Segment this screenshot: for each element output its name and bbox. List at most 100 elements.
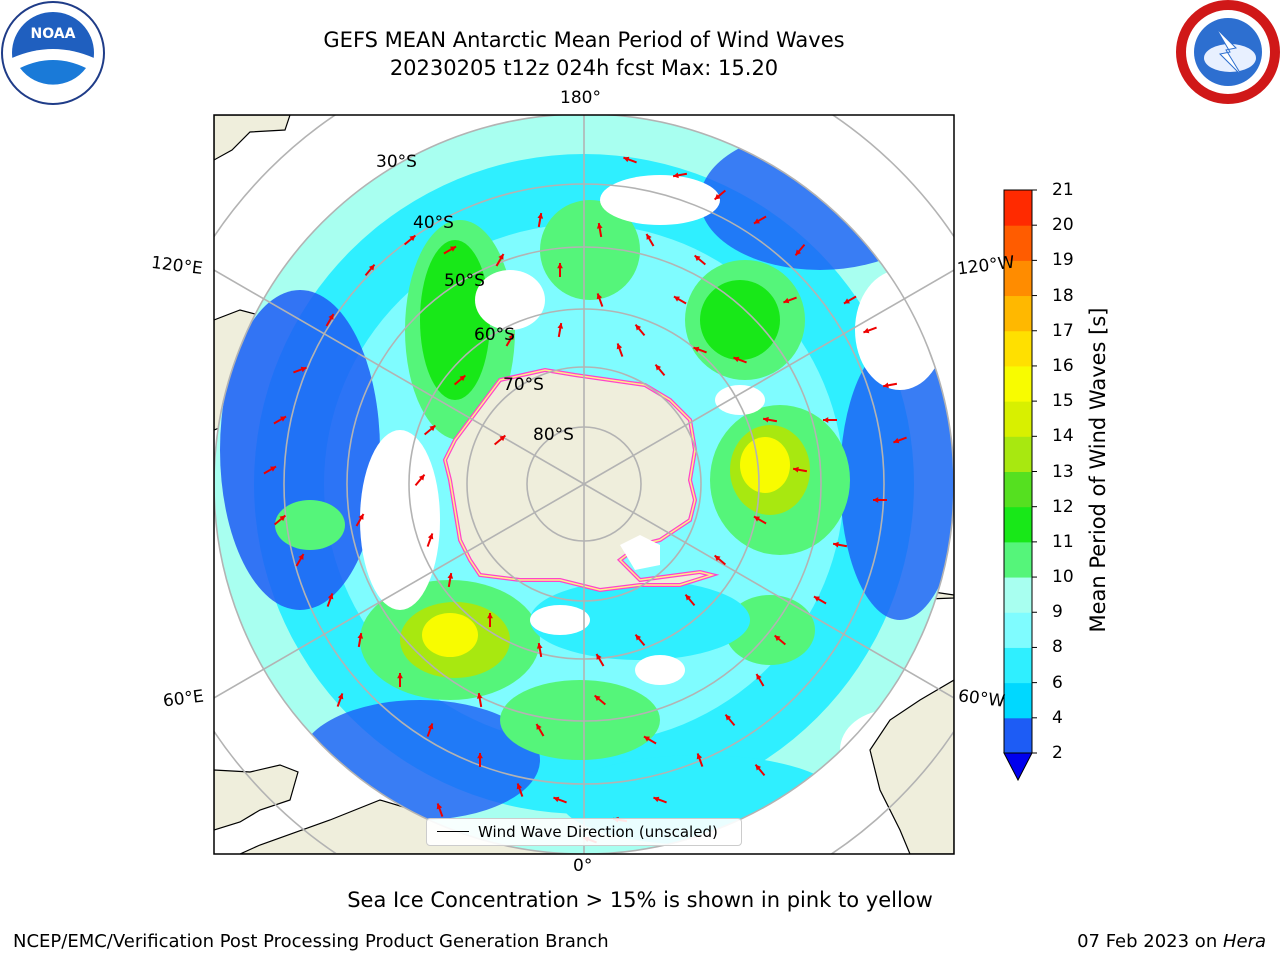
colorbar-tick-label: 18 <box>1052 285 1074 306</box>
wind-wave-arrow-head <box>733 356 740 363</box>
wind-wave-arrow-head <box>616 343 623 350</box>
wind-wave-arrow-head <box>450 246 457 252</box>
noaa-logo: NOAA <box>1 1 105 105</box>
colorbar-segment <box>1004 717 1032 754</box>
wind-wave-arrow-head <box>358 513 364 520</box>
wind-wave-arrow-head <box>328 313 334 320</box>
colorbar-under-extension <box>1003 752 1033 782</box>
map-title: GEFS MEAN Antarctic Mean Period of Wind … <box>323 28 845 52</box>
wind-wave-arrow-head <box>477 753 483 759</box>
wind-wave-arrow-head <box>783 297 790 304</box>
wind-wave-arrow-head <box>693 346 700 353</box>
wind-wave-arrow-head <box>635 634 642 641</box>
footer-date-text: 07 Feb 2023 on <box>1077 931 1223 952</box>
legend-label: Wind Wave Direction (unscaled) <box>478 823 718 841</box>
wind-wave-arrow-head <box>655 364 662 371</box>
wind-wave-arrow-head <box>368 264 375 271</box>
wind-wave-arrow-head <box>337 693 344 700</box>
lat-label-30s: 30°S <box>376 152 417 172</box>
wind-wave-arrow-head <box>409 235 416 242</box>
colorbar-tick-label: 17 <box>1052 320 1074 341</box>
wind-wave-arrow-head <box>397 673 403 679</box>
map-subtitle: 20230205 t12z 024h fcst Max: 15.20 <box>389 56 779 80</box>
colorbar-segment <box>1004 647 1032 684</box>
wind-wave-arrow-head <box>795 249 802 256</box>
wind-wave-arrow-head <box>873 497 879 503</box>
map-legend: Wind Wave Direction (unscaled) <box>426 818 742 846</box>
wind-wave-arrow-head <box>685 594 692 601</box>
colorbar-tick-label: 13 <box>1052 461 1074 482</box>
wind-wave-arrow-head <box>673 296 680 302</box>
colorbar-tick-label: 2 <box>1052 743 1063 763</box>
wind-wave-arrow-head <box>476 693 483 699</box>
wind-wave-arrow-head <box>357 633 364 639</box>
wind-wave-arrow-head <box>643 736 650 742</box>
wind-wave-arrow-head <box>553 796 560 803</box>
colorbar-tick-label: 10 <box>1052 567 1074 588</box>
wind-wave-arrow-head <box>536 723 542 730</box>
footer-date: 07 Feb 2023 on Hera <box>1077 931 1266 952</box>
colorbar-segment <box>1004 471 1032 508</box>
wind-wave-arrow-head <box>499 435 506 442</box>
wind-wave-arrow-head <box>596 293 603 300</box>
wind-wave-arrow-head <box>508 333 514 340</box>
colorbar-tick-label: 6 <box>1052 672 1063 693</box>
colorbar-segment <box>1004 682 1032 719</box>
colorbar-tick-label: 15 <box>1052 391 1074 412</box>
wind-wave-arrow-head <box>279 515 286 522</box>
lon-label-180: 180° <box>560 88 601 108</box>
noaa-logo-text: NOAA <box>31 26 76 42</box>
colorbar-tick-label: 11 <box>1052 531 1074 552</box>
wind-wave-arrow-head <box>813 596 820 602</box>
wind-wave-arrow-head <box>427 723 434 730</box>
colorbar-tick-label: 8 <box>1052 637 1063 658</box>
colorbar-tick-label: 4 <box>1052 707 1063 728</box>
wind-wave-arrow-head <box>893 437 900 444</box>
wind-wave-arrow-head <box>833 541 839 548</box>
colorbar <box>1003 189 1037 782</box>
wind-wave-arrow-head <box>843 298 850 304</box>
colorbar-segment <box>1004 506 1032 543</box>
colorbar-tick-label: 14 <box>1052 426 1074 447</box>
colorbar-segment <box>1004 577 1032 613</box>
wind-wave-arrow-head <box>459 375 466 382</box>
wind-wave-arrow-head <box>280 416 287 422</box>
wind-wave-arrow-head <box>753 516 760 522</box>
wind-wave-arrow-head <box>596 223 603 229</box>
footer-machine: Hera <box>1222 931 1266 952</box>
wind-wave-arrow-head <box>516 783 523 790</box>
wind-wave-arrow-head <box>653 796 660 803</box>
wind-wave-arrow-head <box>694 255 701 262</box>
colorbar-segment <box>1004 260 1032 297</box>
map-frame <box>213 114 955 855</box>
colorbar-segment <box>1004 190 1032 226</box>
wind-wave-arrow-head <box>753 218 760 224</box>
colorbar-segment <box>1004 612 1032 648</box>
wind-wave-arrow-head <box>418 474 425 481</box>
wind-wave-arrow-head <box>756 673 762 680</box>
wind-wave-arrow-head <box>537 213 544 219</box>
lat-label-60s: 60°S <box>474 325 515 345</box>
colorbar-segment <box>1004 401 1032 437</box>
lat-label-70s: 70°S <box>503 375 544 395</box>
wind-wave-arrow-head <box>883 382 889 389</box>
wind-wave-arrow-head <box>594 695 601 702</box>
colorbar-segment <box>1004 436 1032 472</box>
wind-wave-arrow-head <box>714 555 721 562</box>
colorbar-tick-label: 21 <box>1052 180 1074 200</box>
sea-ice-caption: Sea Ice Concentration > 15% is shown in … <box>347 888 933 912</box>
colorbar-tick-label: 12 <box>1052 496 1074 517</box>
wave-period-field <box>220 130 954 845</box>
colorbar-segment <box>1004 225 1032 261</box>
colorbar-label: Mean Period of Wind Waves [s] <box>1086 307 1110 633</box>
wind-wave-arrow-head <box>298 553 304 560</box>
wind-wave-arrow-head <box>793 466 799 473</box>
wind-wave-arrow-head <box>536 643 543 649</box>
wind-wave-arrow-head <box>714 193 721 200</box>
wind-wave-arrow-head <box>863 327 870 334</box>
colorbar-segment <box>1004 365 1032 402</box>
lon-label-0: 0° <box>573 856 593 876</box>
wind-wave-arrow-head <box>557 263 563 269</box>
wind-wave-arrow-head <box>270 466 277 472</box>
